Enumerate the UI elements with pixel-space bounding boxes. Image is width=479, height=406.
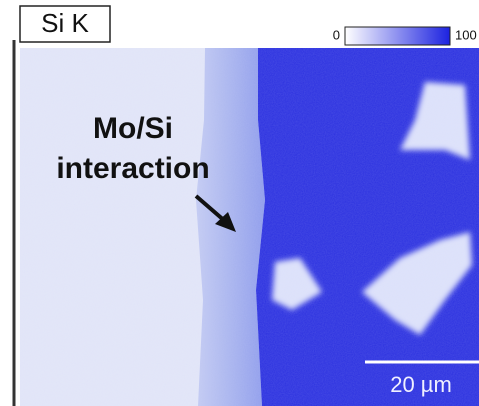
annotation-line: interaction [56,152,209,185]
colorbar [345,27,450,45]
map-label: Si K [41,8,89,38]
colorbar-min-label: 0 [333,27,340,42]
annotation-line: Mo/Si [93,112,173,145]
eds-map-figure: Si K 0 100 Mo/Si interaction 20 µm [0,0,479,406]
noise-texture [20,48,479,406]
colorbar-max-label: 100 [455,27,477,42]
scale-bar-label: 20 µm [390,372,452,397]
map-image [20,48,479,406]
